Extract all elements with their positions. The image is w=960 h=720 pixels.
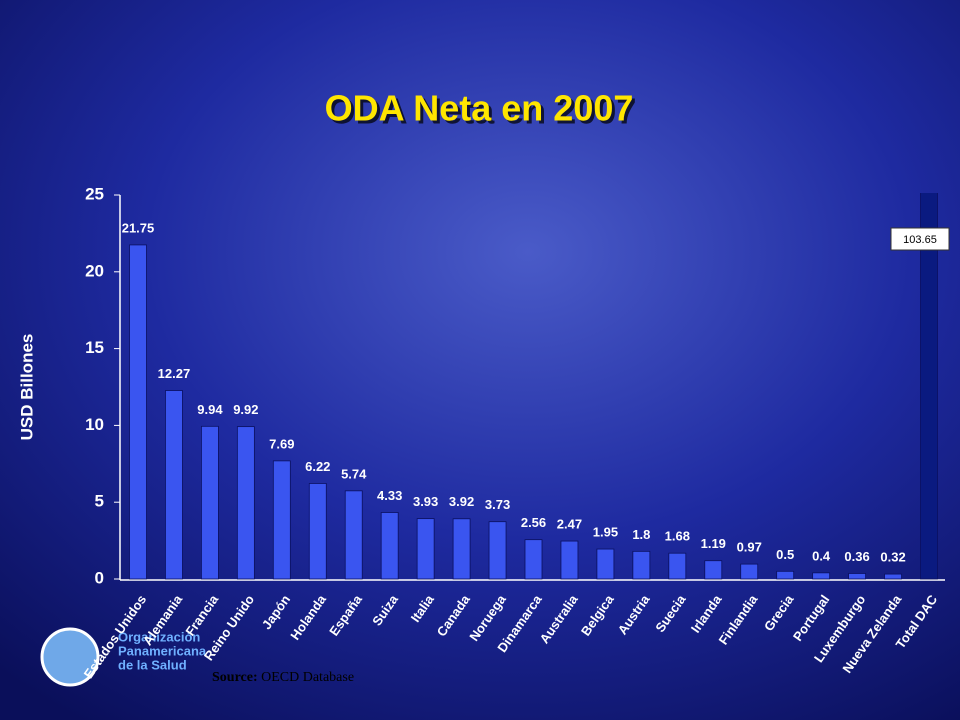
bar xyxy=(344,490,363,580)
value-label: 12.27 xyxy=(158,366,191,381)
value-label: 3.92 xyxy=(449,494,474,509)
y-tick-label: 10 xyxy=(85,415,104,434)
value-label-box xyxy=(890,227,950,251)
y-tick-label: 5 xyxy=(95,492,104,511)
bar xyxy=(488,521,507,580)
y-tick-label: 0 xyxy=(95,568,104,587)
logo: Organización Panamericana de la Salud xyxy=(40,627,207,687)
value-label: 1.68 xyxy=(665,529,690,544)
logo-text: Panamericana xyxy=(118,643,207,658)
value-label: 1.19 xyxy=(701,536,726,551)
value-label: 3.93 xyxy=(413,494,438,509)
y-tick-label: 25 xyxy=(85,184,104,203)
bar xyxy=(776,570,795,580)
bar xyxy=(129,244,147,580)
bar xyxy=(884,573,902,580)
chart-title: ODA Neta en 2007 xyxy=(325,88,634,129)
source-label: Source: xyxy=(212,670,258,685)
title-shadow: ODA Neta en 2007 xyxy=(328,91,637,132)
value-label: 21.75 xyxy=(122,220,155,235)
bar xyxy=(165,390,183,580)
y-axis-label: USD Billones xyxy=(17,334,36,441)
bar xyxy=(812,572,831,580)
plot-area xyxy=(129,193,938,580)
bar xyxy=(272,460,291,580)
bar xyxy=(596,548,615,580)
bar xyxy=(236,426,255,580)
value-label: 0.5 xyxy=(776,547,794,562)
value-label: 6.22 xyxy=(305,459,330,474)
bar xyxy=(920,193,938,580)
bar xyxy=(740,563,759,580)
bar xyxy=(704,560,723,580)
value-label: 4.33 xyxy=(377,488,402,503)
value-label: 7.69 xyxy=(269,436,294,451)
value-label: 5.74 xyxy=(341,466,367,481)
value-label: 103.65 xyxy=(903,234,937,246)
source: Source: OECD Database xyxy=(212,670,354,685)
bar xyxy=(668,552,687,580)
bar xyxy=(632,550,651,580)
logo-globe xyxy=(40,627,100,687)
value-label: 9.94 xyxy=(197,402,223,417)
logo-text: Organización xyxy=(118,629,200,644)
source-text: OECD Database xyxy=(261,670,354,685)
bar xyxy=(380,512,399,580)
bar xyxy=(560,540,579,580)
y-tick-label: 15 xyxy=(85,338,104,357)
bar xyxy=(848,573,866,580)
value-label: 1.95 xyxy=(593,524,618,539)
value-label: 9.92 xyxy=(233,402,258,417)
bar xyxy=(308,483,327,580)
bar xyxy=(416,518,435,580)
value-label: 1.8 xyxy=(632,527,650,542)
value-label: 0.97 xyxy=(737,540,762,555)
value-label: 0.4 xyxy=(812,548,831,563)
value-label: 0.36 xyxy=(844,549,869,564)
value-label: 2.47 xyxy=(557,516,582,531)
bar xyxy=(452,518,471,580)
value-label: 0.32 xyxy=(880,550,905,565)
logo-text: de la Salud xyxy=(118,657,187,672)
bar xyxy=(524,539,543,580)
value-label: 2.56 xyxy=(521,515,546,530)
y-tick-label: 20 xyxy=(85,261,104,280)
bar xyxy=(201,425,219,580)
value-label: 3.73 xyxy=(485,497,510,512)
